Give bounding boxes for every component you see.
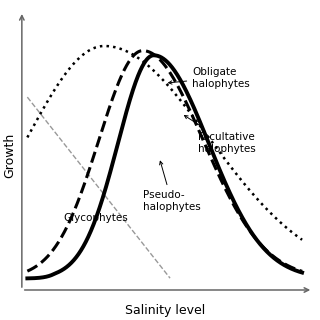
Text: Obligate
halophytes: Obligate halophytes — [169, 67, 250, 89]
Text: Glycophytes: Glycophytes — [63, 213, 128, 223]
Text: Facultative
halophytes: Facultative halophytes — [184, 116, 255, 154]
Text: Growth: Growth — [3, 132, 16, 178]
Text: Salinity level: Salinity level — [124, 304, 205, 317]
Text: Pseudo-
halophytes: Pseudo- halophytes — [143, 161, 201, 212]
